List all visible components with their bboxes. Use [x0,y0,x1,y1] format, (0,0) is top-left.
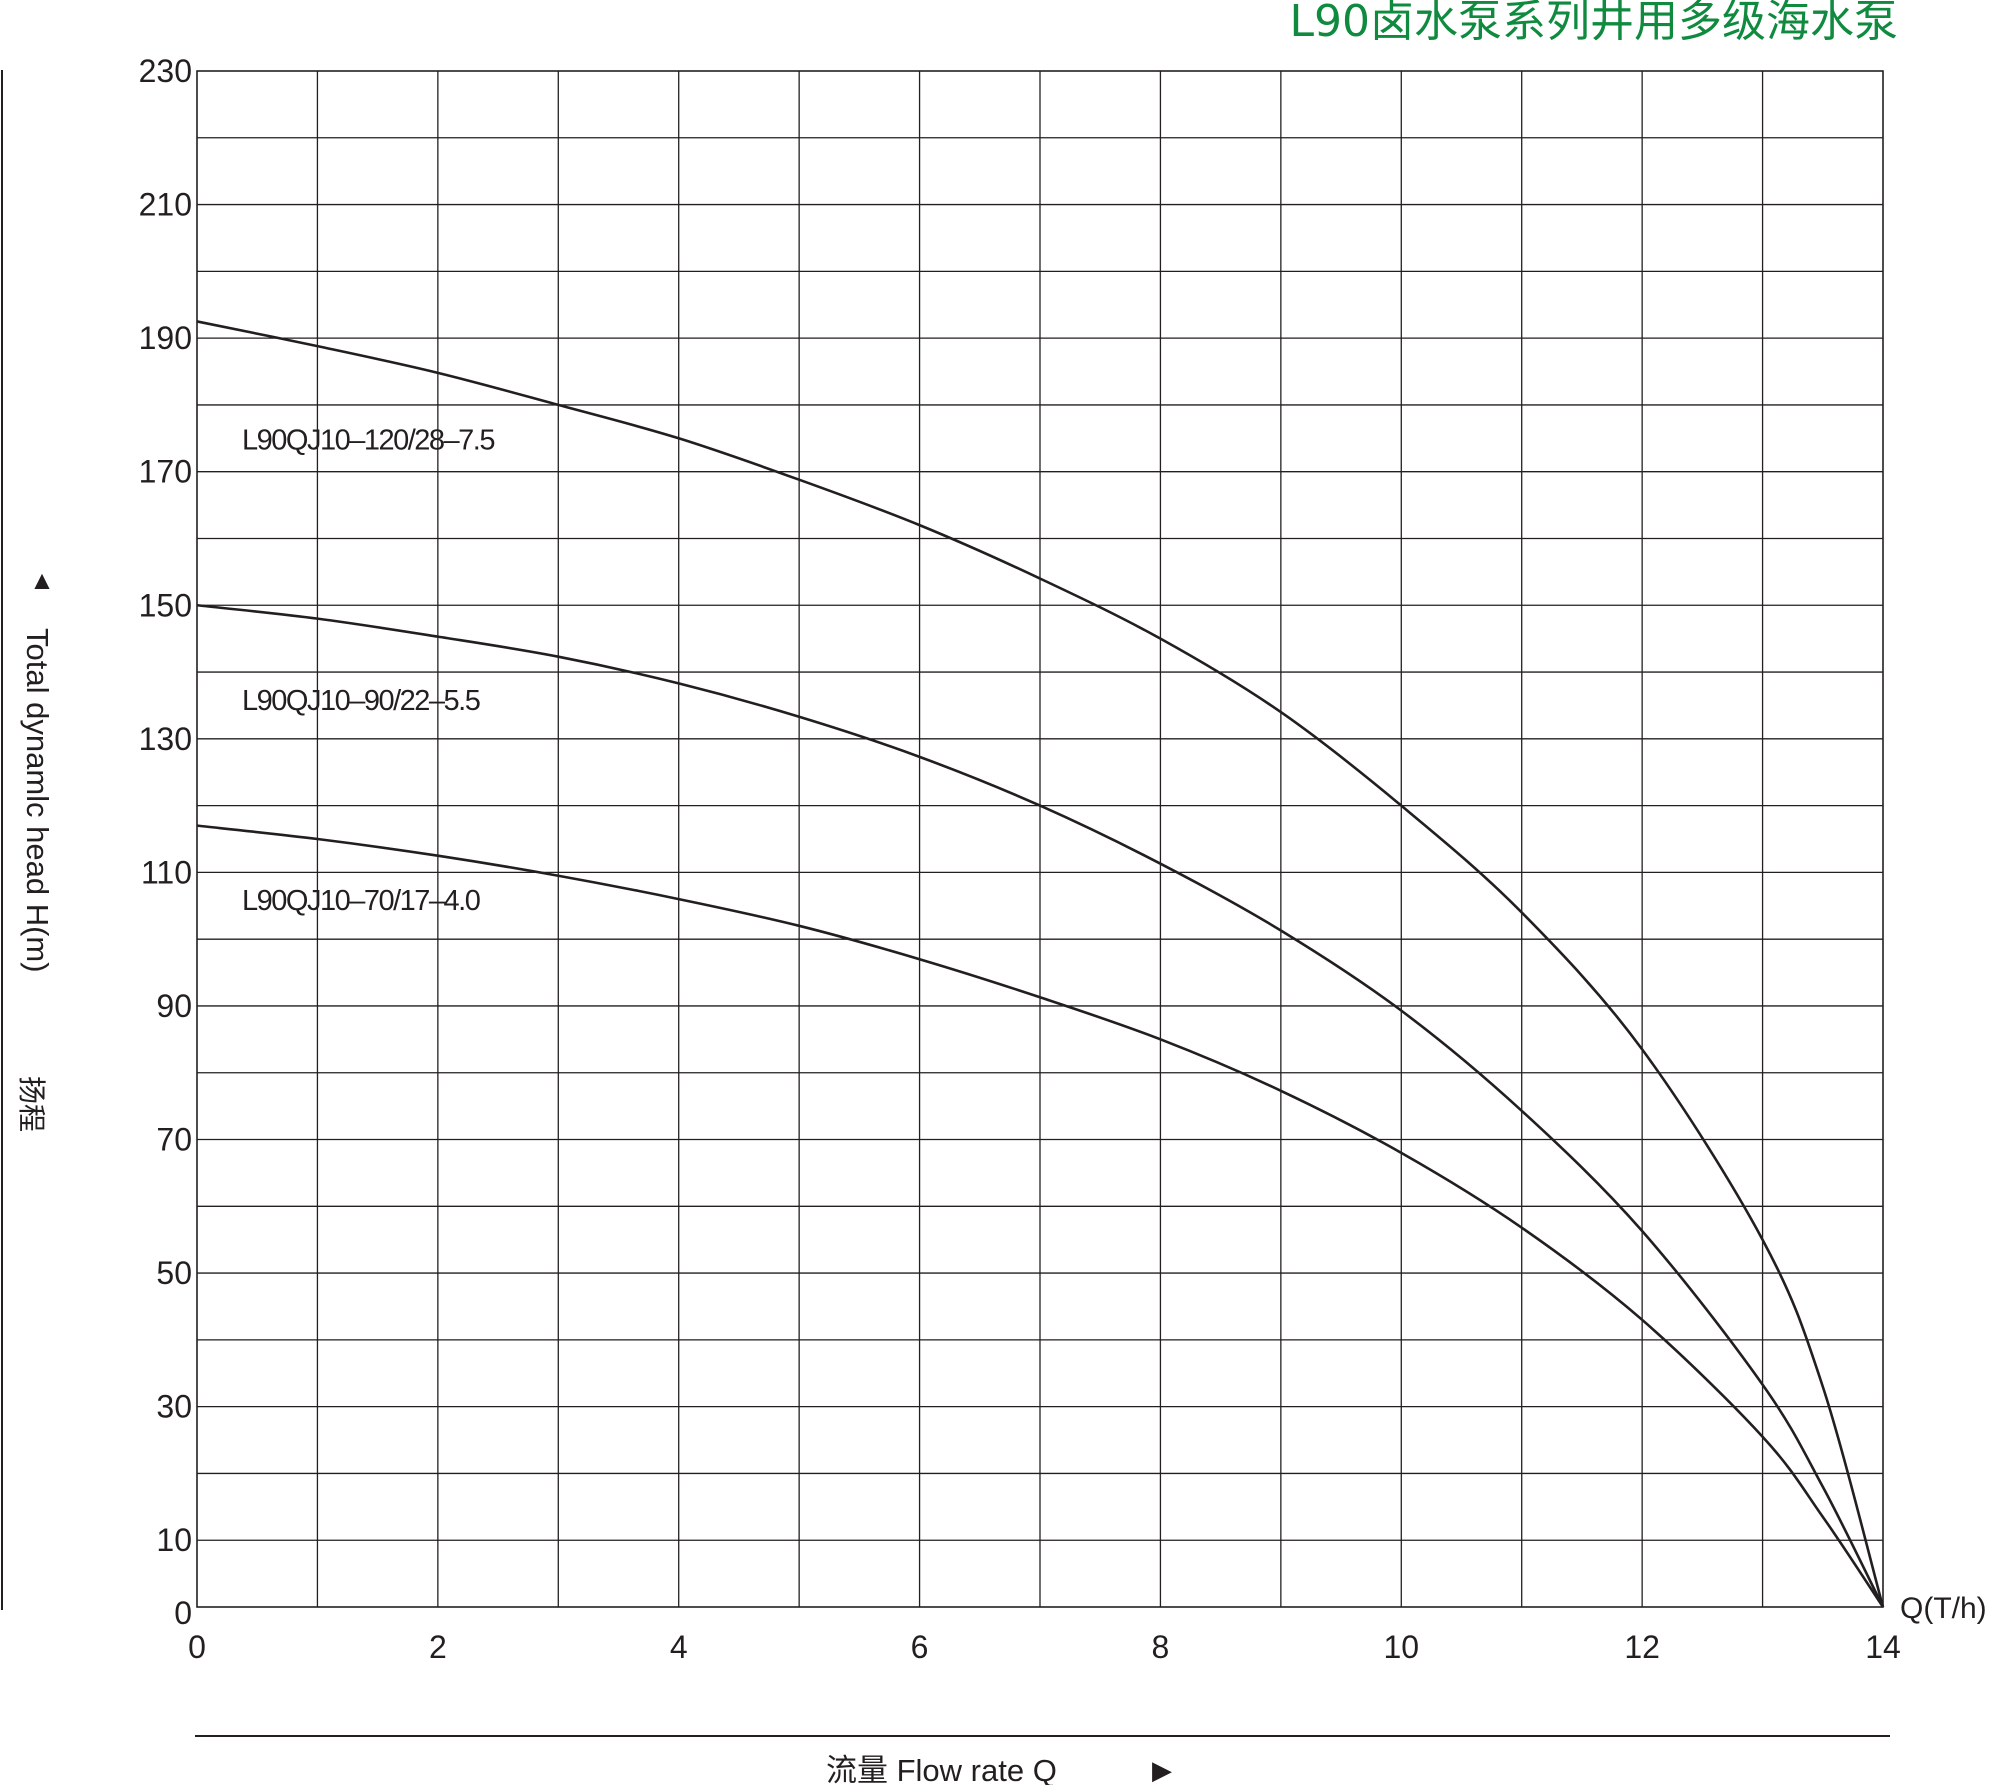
y-tick-label: 190 [139,320,192,356]
curve-label: L90QJ10–120/28–7.5 [242,424,494,456]
y-tick-label: 90 [156,988,192,1024]
x-tick-label: 10 [1383,1629,1419,1665]
y-axis-title-cn: 扬程 [15,1076,48,1132]
x-tick-label: 4 [670,1629,688,1665]
curves: L90QJ10–120/28–7.5 L90QJ10–90/22–5.5 L90QJ… [196,320,1885,1608]
curve-label: L90QJ10–90/22–5.5 [242,685,480,717]
performance-curve [196,603,1885,1608]
curve-label: L90QJ10–70/17–4.0 [242,885,480,917]
x-tick-label: 14 [1865,1629,1901,1665]
performance-curve [196,824,1885,1608]
y-tick-label: 50 [156,1255,192,1291]
y-axis-title: Total dynamlc head H(m) [20,628,55,973]
x-tick-label: 6 [911,1629,929,1665]
performance-curve [196,320,1885,1608]
x-tick-label: 12 [1624,1629,1660,1665]
y-tick-label: 150 [139,587,192,623]
y-tick-label: 210 [139,187,192,223]
x-axis-arrow-icon: ▶ [1152,1755,1172,1785]
x-tick-label: 2 [429,1629,447,1665]
y-tick-label: 230 [139,53,192,89]
x-tick-label: 0 [188,1629,206,1665]
x-tick-label: 8 [1152,1629,1170,1665]
grid: 0 2 4 6 8 10 12 14 0 10 30 50 70 90 110 130 150 170 190 210… [139,53,1901,1665]
x-axis-unit: Q(T/h) [1900,1592,1987,1625]
y-tick-label: 70 [156,1122,192,1158]
chart-title: L90卤水泵系列井用多级海水泵 [1289,0,1898,47]
y-tick-label: 170 [139,454,192,490]
y-tick-label: 30 [156,1389,192,1425]
y-axis-arrow-icon: ▲ [29,565,55,595]
y-tick-label: 0 [174,1595,192,1631]
x-axis-title: 流量 Flow rate Q [826,1753,1057,1785]
y-tick-label: 110 [141,854,192,890]
y-tick-label: 130 [139,721,192,757]
y-tick-label: 10 [156,1522,192,1558]
